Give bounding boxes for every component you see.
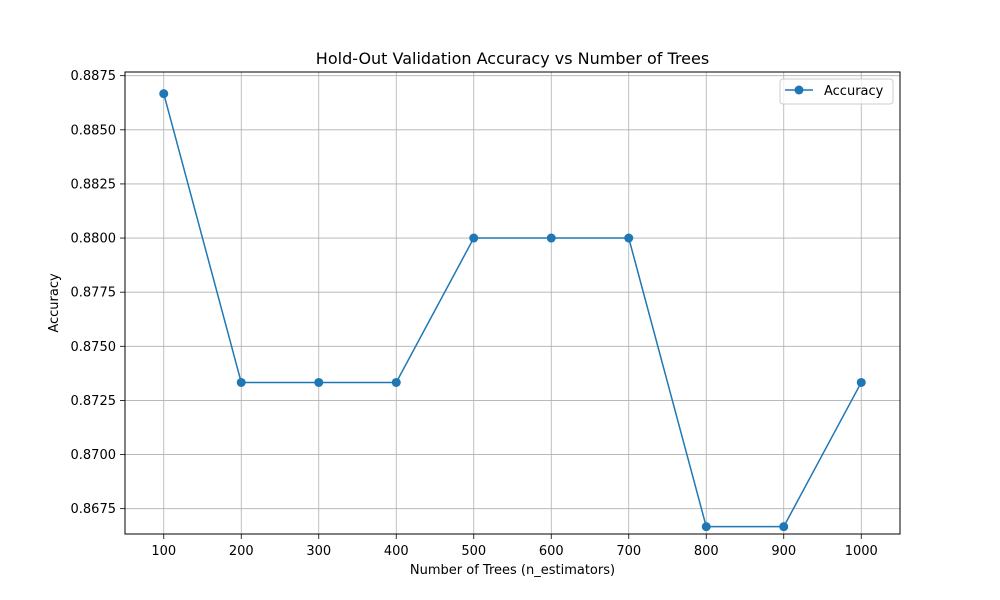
series-line-accuracy (163, 93, 862, 528)
data-point (701, 522, 711, 532)
data-point (779, 522, 789, 532)
y-axis-ticks: 0.8675 0.8700 0.8725 0.8750 0.8775 0.8800 0.88… (71, 69, 125, 517)
y-tick-label: 0.8775 (71, 286, 117, 301)
legend-label: Accuracy (824, 84, 884, 99)
data-point (469, 233, 479, 243)
chart-title: Hold-Out Validation Accuracy vs Number o… (316, 49, 709, 68)
x-tick-label: 600 (539, 544, 564, 559)
y-axis-label: Accuracy (47, 273, 62, 333)
plot-frame (124, 71, 901, 535)
y-tick-label: 0.8725 (71, 394, 117, 409)
y-tick-label: 0.8800 (71, 232, 117, 247)
x-tick-label: 400 (384, 544, 409, 559)
data-point (546, 233, 556, 243)
legend: Accuracy (779, 78, 894, 105)
y-tick-label: 0.8675 (71, 502, 117, 517)
legend-marker-sample (794, 85, 804, 95)
series-line-layer (159, 89, 866, 532)
data-point (624, 233, 634, 243)
x-tick-label: 100 (151, 544, 176, 559)
x-tick-label: 200 (229, 544, 254, 559)
x-tick-label: 300 (306, 544, 331, 559)
data-point (159, 89, 169, 99)
x-axis-ticks: 100 200 300 400 500 600 700 800 900 1000 (151, 534, 878, 559)
x-tick-label: 500 (461, 544, 486, 559)
legend-box (779, 78, 894, 105)
y-tick-label: 0.8750 (71, 340, 117, 355)
x-tick-label: 700 (616, 544, 641, 559)
x-tick-label: 900 (771, 544, 796, 559)
x-tick-label: 1000 (845, 544, 878, 559)
y-tick-label: 0.8875 (71, 69, 117, 84)
data-point (391, 377, 401, 387)
x-tick-label: 800 (694, 544, 719, 559)
data-point (236, 377, 246, 387)
data-point (314, 377, 324, 387)
y-tick-label: 0.8825 (71, 177, 117, 192)
grid-lines (125, 72, 900, 534)
x-axis-label: Number of Trees (n_estimators) (410, 563, 615, 578)
y-tick-label: 0.8850 (71, 123, 117, 138)
data-point (856, 377, 866, 387)
y-tick-label: 0.8700 (71, 448, 117, 463)
